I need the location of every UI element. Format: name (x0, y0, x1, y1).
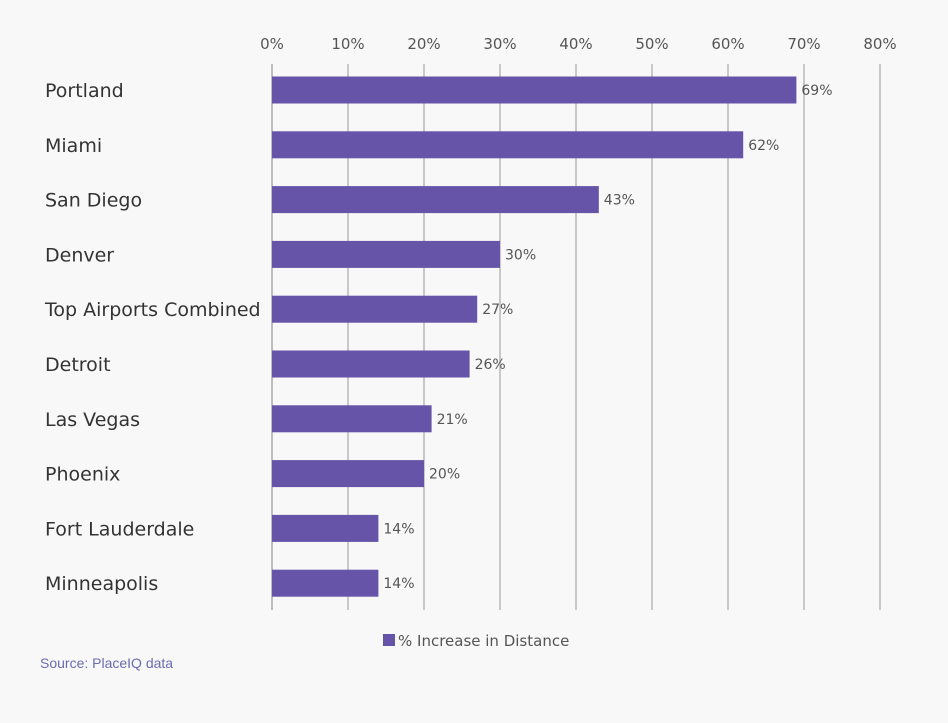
data-label: 14% (383, 576, 414, 592)
legend-swatch (383, 634, 395, 646)
x-tick-label: 80% (863, 35, 896, 53)
bar (272, 350, 470, 378)
bar (272, 514, 379, 542)
data-label: 21% (437, 412, 468, 428)
x-tick-label: 20% (407, 35, 440, 53)
source-caption: Source: PlaceIQ data (40, 655, 173, 671)
data-label: 62% (748, 138, 779, 154)
data-label: 26% (475, 357, 506, 373)
category-label: Detroit (45, 354, 111, 376)
category-labels: Portland Miami San Diego Denver Top Airports… (44, 80, 261, 595)
x-tick-label: 40% (559, 35, 592, 53)
x-tick-label: 10% (331, 35, 364, 53)
data-labels: 69% 62% 43% 30% 27% 26% 21% 20% 14% 14% (383, 83, 832, 592)
data-label: 69% (801, 83, 832, 99)
data-label: 30% (505, 247, 536, 263)
category-label: Top Airports Combined (44, 299, 261, 321)
data-label: 20% (429, 467, 460, 483)
bar (272, 405, 432, 433)
legend: % Increase in Distance (383, 632, 569, 650)
category-label: Las Vegas (45, 409, 140, 431)
legend-label: % Increase in Distance (398, 632, 569, 650)
category-label: Fort Lauderdale (45, 518, 194, 540)
data-label: 43% (604, 193, 635, 209)
bar (272, 76, 797, 104)
category-label: San Diego (45, 190, 142, 212)
bar (272, 131, 744, 159)
x-tick-label: 50% (635, 35, 668, 53)
data-label: 14% (383, 521, 414, 537)
bar (272, 569, 379, 597)
category-label: Denver (45, 244, 114, 266)
x-tick-label: 30% (483, 35, 516, 53)
bar (272, 295, 478, 323)
bar (272, 240, 500, 268)
data-label: 27% (482, 302, 513, 318)
category-label: Phoenix (45, 464, 120, 486)
x-axis-ticks: 0% 10% 20% 30% 40% 50% 60% 70% 80% (260, 35, 897, 53)
bars (272, 76, 797, 597)
bar (272, 186, 599, 214)
category-label: Miami (45, 135, 102, 157)
x-tick-label: 0% (260, 35, 284, 53)
x-tick-label: 60% (711, 35, 744, 53)
x-tick-label: 70% (787, 35, 820, 53)
bar (272, 460, 424, 488)
category-label: Portland (45, 80, 124, 102)
category-label: Minneapolis (45, 573, 158, 595)
